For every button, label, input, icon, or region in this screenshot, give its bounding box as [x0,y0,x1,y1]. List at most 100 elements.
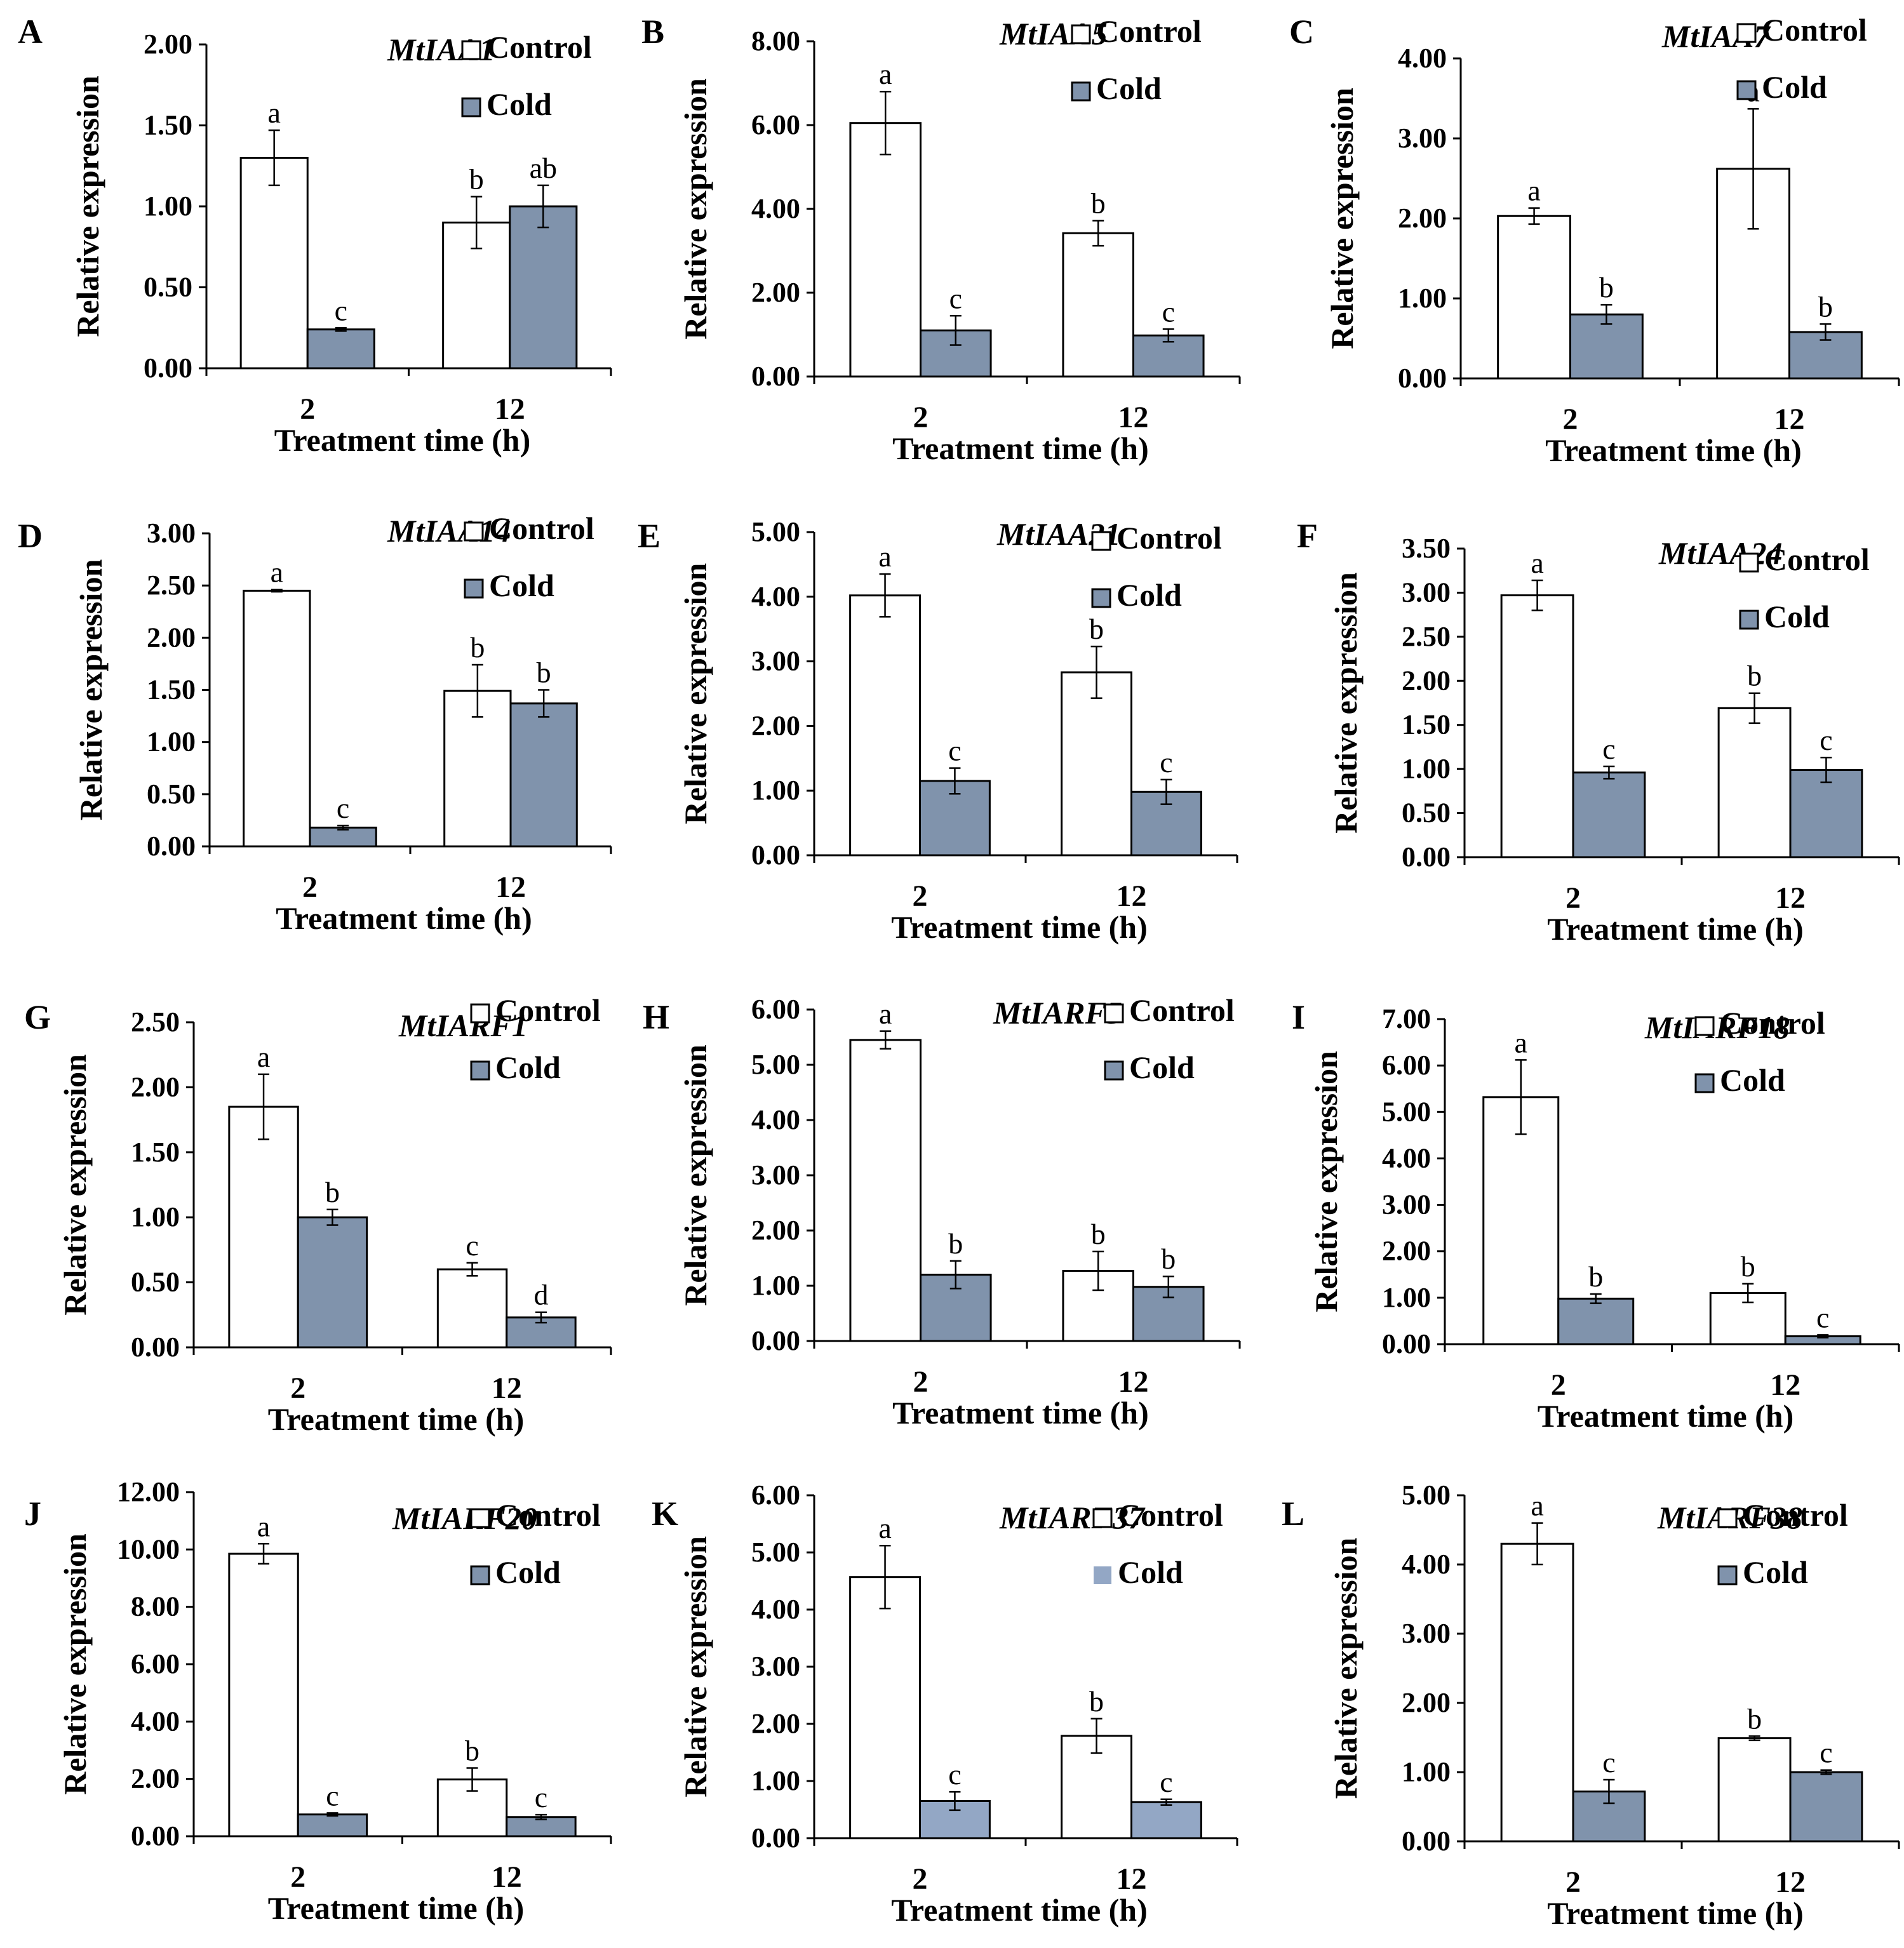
x-tick-label: 12 [1116,879,1147,913]
significance-label: a [878,540,891,573]
y-tick-label: 0.00 [751,1325,800,1356]
y-tick-label: 4.00 [751,581,800,612]
legend-swatch-cold [461,97,481,117]
x-axis-title: Treatment time (h) [274,422,531,458]
panel-label: I [1292,998,1305,1036]
significance-label: c [326,1779,339,1811]
y-tick-label: 2.00 [751,1215,800,1246]
legend-swatch-control [1104,1003,1124,1024]
y-axis-title: Relative expression [1324,88,1360,349]
y-tick-label: 2.00 [131,1071,180,1102]
bar-control [228,1105,299,1349]
y-axis-title: Relative expression [1328,1538,1364,1799]
significance-label: b [537,657,551,689]
x-tick-label: 2 [290,1371,305,1405]
x-tick-label: 12 [492,1860,522,1894]
y-tick-label: 6.00 [751,1479,800,1511]
legend-label-cold: Cold [495,1554,561,1590]
legend-swatch-control [1071,24,1091,44]
gene-title: MtIARF5 [993,995,1122,1031]
legend-label-control: Control [1720,1005,1825,1041]
x-axis-title: Treatment time (h) [1545,432,1802,468]
y-tick-label: 4.00 [131,1705,180,1737]
x-tick-label: 12 [1775,1865,1806,1899]
y-tick-label: 2.00 [144,29,192,60]
significance-label: ab [530,152,557,184]
legend-label-control: Control [489,510,594,546]
y-tick-label: 12.00 [117,1476,180,1507]
y-tick-label: 0.50 [1402,797,1451,829]
x-tick-label: 2 [290,1860,305,1894]
y-tick-label: 8.00 [131,1591,180,1622]
legend-swatch-cold [1736,80,1757,100]
x-axis-title: Treatment time (h) [891,909,1148,945]
y-tick-label: 2.00 [131,1763,180,1794]
y-tick-label: 1.00 [144,190,192,222]
bar-control [1717,707,1792,858]
y-tick-label: 5.00 [1402,1479,1451,1511]
y-tick-label: 1.50 [1402,709,1451,740]
y-tick-label: 4.00 [1402,1549,1451,1580]
legend-label-control: Control [1129,992,1235,1028]
y-tick-label: 1.00 [751,1270,800,1301]
significance-label: c [1816,1301,1829,1333]
gene-title: MtIAA14 [387,513,511,549]
y-tick-label: 0.50 [144,272,192,303]
bar-cold [1572,771,1646,858]
x-tick-label: 2 [302,871,318,904]
x-tick-label: 12 [1774,403,1805,436]
legend-swatch-control [470,1003,490,1024]
y-tick-label: 5.00 [751,1537,800,1568]
y-tick-label: 10.00 [117,1533,180,1564]
bar-control [1497,215,1571,380]
y-tick-label: 0.00 [751,361,800,392]
y-tick-label: 3.00 [751,646,800,677]
significance-label: b [1747,660,1762,692]
legend-label-cold: Cold [1743,1554,1808,1590]
y-tick-label: 1.00 [751,1765,800,1796]
y-tick-label: 8.00 [751,25,800,57]
y-tick-label: 0.00 [1398,363,1447,394]
y-axis-title: Relative expression [1328,572,1364,834]
gene-title: MtIARF20 [392,1500,537,1536]
y-tick-label: 1.50 [147,674,196,705]
y-tick-label: 0.00 [1402,1825,1451,1857]
y-tick-label: 4.00 [751,1104,800,1135]
y-tick-label: 4.00 [751,1594,800,1625]
panel-J: 0.00 2.00 4.00 6.00 8.00 10.00 12.00 a c 2 b c 12Tre… [24,1476,612,1926]
y-tick-label: 1.00 [147,726,196,757]
x-tick-label: 12 [495,871,526,904]
y-tick-label: 2.50 [147,570,196,601]
significance-label: c [1820,724,1832,756]
significance-label: b [1741,1250,1755,1283]
panel-label: A [18,13,43,51]
panel-F: 0.00 0.50 1.00 1.50 2.00 2.50 3.00 3.50 a c 2 b c 12T… [1297,517,1900,947]
x-tick-label: 12 [1118,1365,1149,1399]
y-tick-label: 0.00 [147,831,196,862]
panel-label: G [24,998,51,1036]
y-tick-label: 4.00 [1382,1142,1431,1173]
y-tick-label: 1.50 [131,1137,180,1168]
bar-cold [1130,1801,1202,1839]
y-tick-label: 3.50 [1402,533,1451,564]
bar-cold [509,702,578,848]
bar-control [243,589,311,848]
significance-label: a [257,1510,270,1542]
y-tick-label: 0.50 [131,1267,180,1298]
y-tick-label: 1.50 [144,110,192,141]
legend-label-cold: Cold [1096,70,1162,106]
y-tick-label: 1.00 [131,1201,180,1232]
y-axis-title: Relative expression [678,1044,713,1306]
y-tick-label: 1.00 [1402,753,1451,784]
significance-label: b [325,1176,340,1208]
legend-swatch-control [1092,1508,1113,1528]
bar-cold [306,328,375,370]
significance-label: c [1602,1746,1615,1778]
legend-swatch-control [470,1508,490,1528]
x-axis-title: Treatment time (h) [892,430,1149,466]
x-tick-label: 2 [913,1862,928,1896]
legend-swatch-cold [1694,1073,1715,1093]
panel-label: D [18,517,43,555]
